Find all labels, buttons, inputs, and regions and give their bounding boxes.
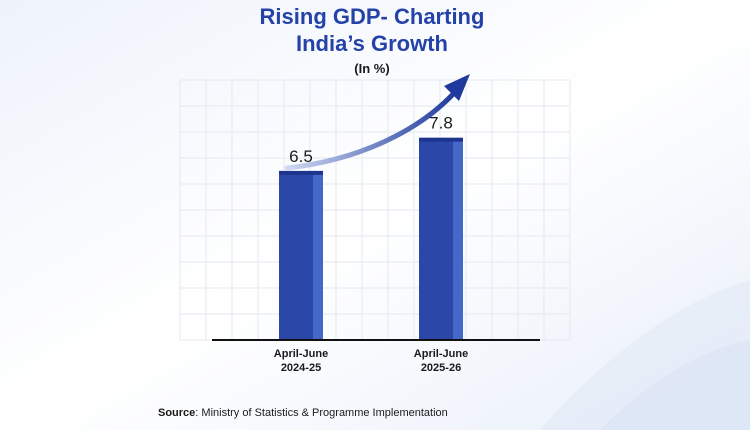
bars: 6.5 7.8 (279, 114, 463, 340)
source-label: Source (158, 407, 195, 419)
x-tick-label: 2025-26 (421, 362, 461, 374)
chart-subtitle: (In %) (354, 61, 389, 76)
bar-front (419, 140, 453, 340)
bar-top (279, 170, 323, 175)
bar-value-label: 6.5 (289, 147, 313, 166)
bar-top (419, 137, 463, 142)
x-tick-label: April-June (414, 348, 468, 360)
source-note: Source: Ministry of Statistics & Program… (158, 407, 448, 419)
background-wave-2 (600, 340, 750, 430)
trend-arrow (284, 89, 458, 171)
x-tick-label: 2024-25 (281, 362, 321, 374)
bar-side (313, 173, 323, 340)
bar-value-label: 7.8 (429, 114, 453, 133)
bar (279, 170, 323, 340)
bar (419, 137, 463, 340)
bar-front (279, 173, 313, 340)
trend-arrowhead (444, 74, 470, 101)
chart-title-line-2: India’s Growth (296, 31, 448, 56)
bar-side (453, 140, 463, 340)
chart-title-line-1: Rising GDP- Charting (260, 4, 485, 29)
source-text: : Ministry of Statistics & Programme Imp… (195, 407, 447, 419)
x-tick-labels: April-June 2024-25 April-June 2025-26 (274, 348, 468, 374)
x-tick-label: April-June (274, 348, 328, 360)
